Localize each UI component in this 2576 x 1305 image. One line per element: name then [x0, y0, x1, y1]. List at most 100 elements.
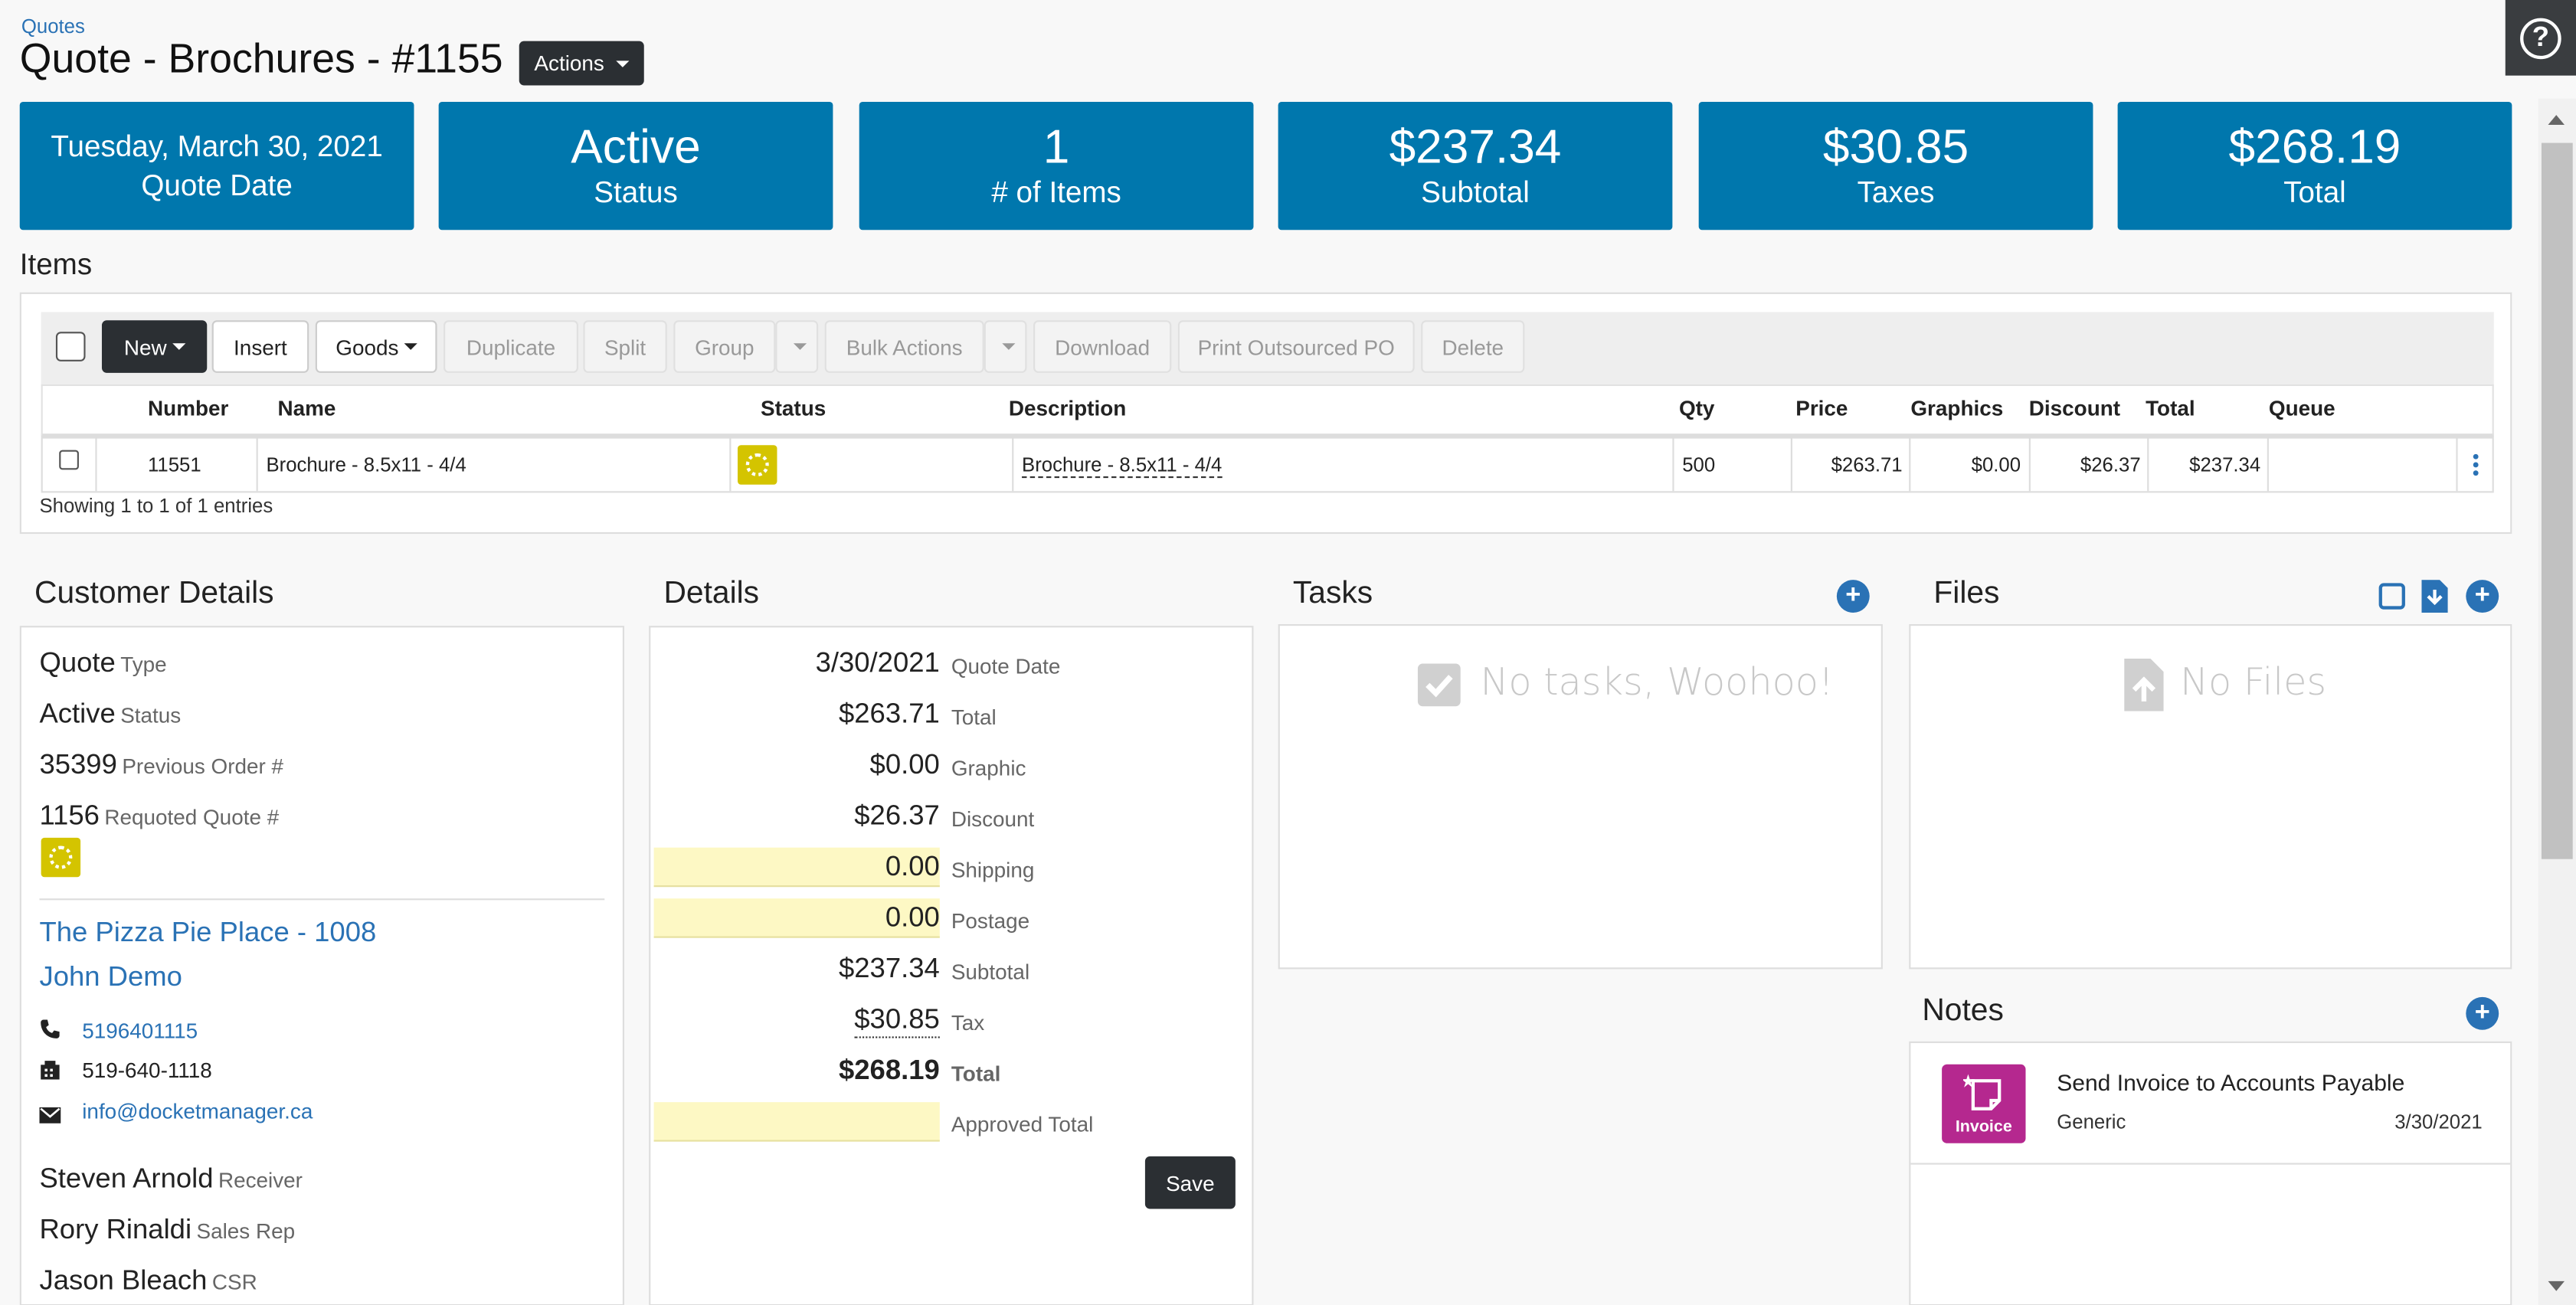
notes-heading: Notes [1922, 993, 2004, 1029]
status-chip[interactable] [41, 837, 81, 878]
type-label: Type [120, 652, 167, 677]
status-tile: Active Status [438, 101, 833, 231]
contact-link[interactable]: John Demo [39, 960, 182, 993]
spinner-icon [745, 453, 769, 476]
quote-date-value: Tuesday, March 30, 2021 [51, 129, 383, 163]
company-link[interactable]: The Pizza Pie Place - 1008 [39, 916, 377, 948]
help-button[interactable]: ? [2505, 0, 2576, 76]
previous-order-link[interactable]: 35399 [39, 749, 117, 780]
approved-total-input[interactable] [653, 1102, 940, 1142]
cell-divider [2456, 437, 2458, 492]
detail-value[interactable]: $30.85 [854, 1003, 940, 1038]
goods-label: Goods [336, 334, 399, 359]
requoted-quote-link[interactable]: 1156 [39, 800, 100, 832]
insert-button[interactable]: Insert [211, 320, 309, 373]
col-qty[interactable]: Qty [1678, 395, 1715, 421]
col-queue[interactable]: Queue [2268, 395, 2335, 421]
detail-label: Total [951, 1061, 1001, 1086]
row-number[interactable]: 11551 [148, 453, 201, 476]
detail-value: $263.71 [839, 698, 940, 730]
col-name[interactable]: Name [277, 395, 336, 421]
row-description[interactable]: Brochure - 8.5x11 - 4/4 [1022, 453, 1223, 479]
scroll-down-arrow-icon[interactable] [2548, 1280, 2565, 1291]
row-name[interactable]: Brochure - 8.5x11 - 4/4 [266, 453, 466, 476]
duplicate-button[interactable]: Duplicate [444, 320, 578, 373]
note-item[interactable] [1910, 1043, 2511, 1165]
print-outsourced-po-button[interactable]: Print Outsourced PO [1177, 320, 1415, 373]
row-total[interactable]: $237.34 [2189, 453, 2261, 476]
status-label: Status [120, 702, 182, 728]
col-price[interactable]: Price [1795, 395, 1848, 421]
fax-icon [39, 1059, 61, 1089]
csr-value: Jason Bleach [39, 1264, 208, 1297]
postage-input[interactable] [653, 898, 940, 938]
cell-divider [1909, 437, 1911, 492]
col-status[interactable]: Status [761, 395, 826, 421]
cell-divider [2267, 437, 2269, 492]
taxes-tile: $30.85 Taxes [1698, 101, 2093, 231]
add-file-icon[interactable]: + [2466, 580, 2499, 613]
detail-value: 0.00 [885, 850, 940, 882]
items-count-tile: 1 # of Items [859, 101, 1254, 231]
scrollbar-thumb[interactable] [2541, 142, 2573, 859]
csr-label: CSR [211, 1269, 257, 1295]
detail-label: Discount [951, 806, 1035, 832]
status-label: Status [594, 175, 678, 209]
col-total[interactable]: Total [2146, 395, 2195, 421]
subtotal-value: $237.34 [1389, 121, 1562, 175]
detail-label: Shipping [951, 857, 1035, 882]
caret-down-icon [172, 343, 185, 350]
quote-date-label: Quote Date [141, 168, 293, 202]
row-qty[interactable]: 500 [1682, 453, 1716, 476]
items-toolbar: New Insert Goods Duplicate Split Group B… [41, 312, 2494, 384]
add-task-icon[interactable]: + [1836, 580, 1870, 613]
file-download-icon[interactable] [2421, 580, 2448, 621]
bulk-actions-button[interactable]: Bulk Actions [824, 320, 984, 373]
col-graphics[interactable]: Graphics [1910, 395, 2004, 421]
row-menu-icon[interactable] [2473, 452, 2479, 478]
detail-row-tax: $30.85 Tax [650, 1003, 1252, 1046]
select-all-checkbox[interactable] [55, 332, 86, 361]
bulk-actions-dropdown-button[interactable] [984, 320, 1027, 373]
col-description[interactable]: Description [1008, 395, 1127, 421]
detail-value: 3/30/2021 [815, 647, 940, 679]
email-link[interactable]: info@docketmanager.ca [82, 1098, 313, 1124]
col-number[interactable]: Number [148, 395, 229, 421]
fax-number: 519-640-1118 [82, 1058, 212, 1083]
status-chip[interactable] [738, 445, 777, 485]
tasks-empty-message: No tasks, Woohoo! [1480, 662, 1834, 705]
add-note-icon[interactable]: + [2466, 996, 2499, 1030]
save-button[interactable]: Save [1144, 1156, 1236, 1209]
detail-row-approved-total: Approved Total [650, 1102, 1252, 1145]
cell-divider [1790, 437, 1792, 492]
file-upload-icon [2124, 659, 2164, 719]
sales-rep-value: Rory Rinaldi [39, 1213, 192, 1245]
actions-button[interactable]: Actions [519, 41, 644, 86]
breadcrumb[interactable]: Quotes [21, 15, 85, 38]
row-graphics[interactable]: $0.00 [1971, 453, 2021, 476]
col-discount[interactable]: Discount [2028, 395, 2121, 421]
detail-row-shipping: 0.00 Shipping [650, 847, 1252, 891]
total-value: $268.19 [2228, 121, 2401, 175]
row-checkbox[interactable] [59, 450, 79, 470]
receiver-value: Steven Arnold [39, 1163, 214, 1195]
table-row[interactable] [41, 437, 2494, 493]
group-dropdown-button[interactable] [775, 320, 819, 373]
status-value: Active [571, 121, 701, 175]
split-button[interactable]: Split [583, 320, 667, 373]
cell-divider [2028, 437, 2031, 492]
select-files-icon[interactable] [2378, 583, 2405, 610]
delete-button[interactable]: Delete [1421, 320, 1525, 373]
download-button[interactable]: Download [1033, 320, 1172, 373]
shipping-input[interactable] [653, 847, 940, 888]
group-button[interactable]: Group [673, 320, 776, 373]
invoice-note-icon: Invoice [1942, 1064, 2026, 1143]
scroll-up-arrow-icon[interactable] [2548, 115, 2565, 126]
row-price[interactable]: $263.71 [1831, 453, 1903, 476]
receiver-label: Receiver [218, 1167, 303, 1193]
requoted-quote-label: Requoted Quote # [104, 804, 280, 830]
phone-link[interactable]: 5196401115 [82, 1018, 198, 1043]
new-button[interactable]: New [101, 320, 208, 373]
row-discount[interactable]: $26.37 [2080, 453, 2141, 476]
goods-button[interactable]: Goods [315, 320, 437, 373]
